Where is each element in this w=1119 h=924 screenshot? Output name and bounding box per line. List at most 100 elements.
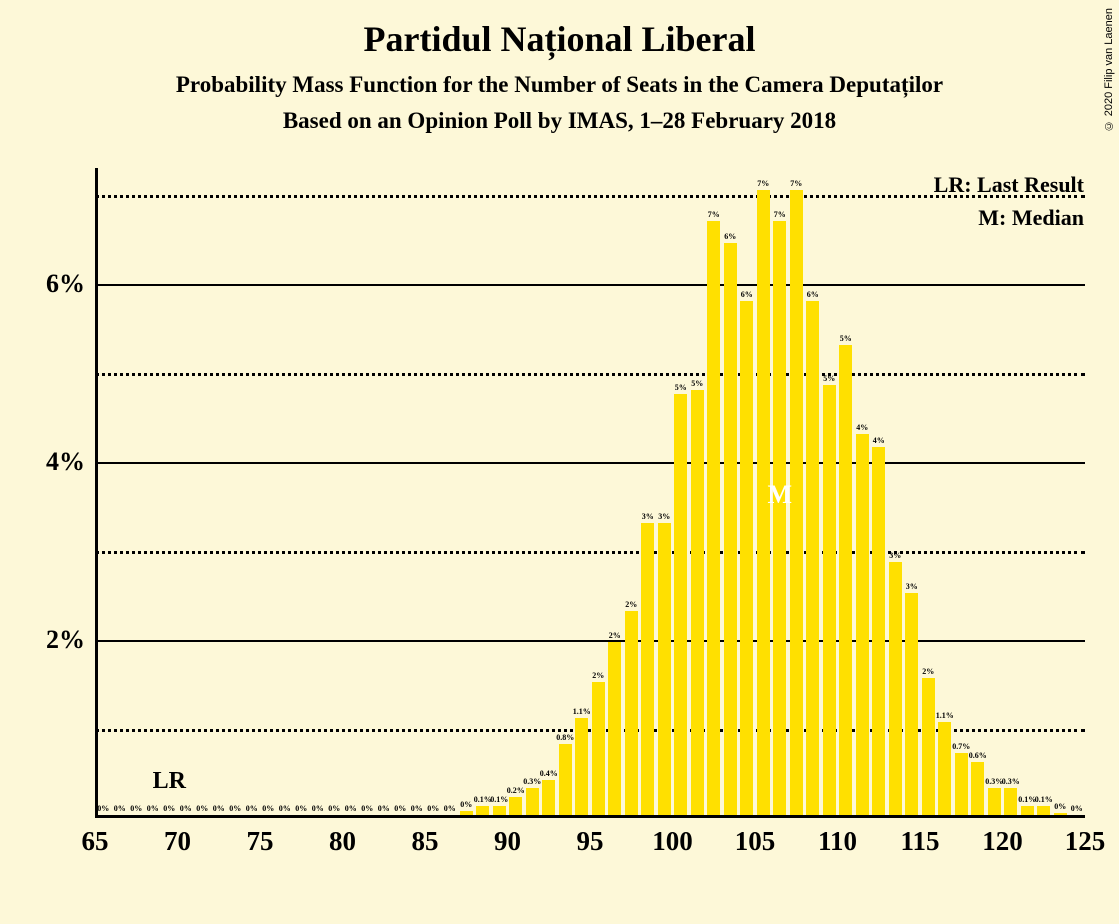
bar: 1.1% [575,718,588,815]
bar-value-label: 0.3% [1002,777,1020,786]
bar: 0.1% [1021,806,1034,815]
bar-value-label: 0% [279,804,291,813]
bar-value-label: 0% [130,804,142,813]
bar-value-label: 0% [163,804,175,813]
bar: 5% [674,394,687,815]
marker-median: M [767,480,792,510]
bar: 3% [658,523,671,815]
x-tick-label: 125 [1065,826,1106,857]
title-subtitle-1: Probability Mass Function for the Number… [0,72,1119,98]
bar-value-label: 7% [708,210,720,219]
y-tick-label: 4% [25,447,85,477]
bar-value-label: 5% [840,334,852,343]
x-tick-label: 80 [329,826,356,857]
bar-value-label: 0.1% [490,795,508,804]
x-tick-label: 120 [982,826,1023,857]
bar-value-label: 2% [625,600,637,609]
bar: 1.1% [938,722,951,815]
bar: 0.8% [559,744,572,815]
x-tick-label: 65 [82,826,109,857]
bar-value-label: 0% [196,804,208,813]
bar-value-label: 3% [906,582,918,591]
bar-value-label: 0% [147,804,159,813]
bar-value-label: 5% [691,379,703,388]
bar-value-label: 0% [411,804,423,813]
x-tick-label: 105 [735,826,776,857]
bar: 0.3% [988,788,1001,815]
bar: 4% [856,434,869,815]
title-subtitle-2: Based on an Opinion Poll by IMAS, 1–28 F… [0,108,1119,134]
bar-value-label: 6% [807,290,819,299]
plot-area: 0% 0% 0% 0% 0% 0% 0% 0% 0% 0% 0% 0% 0% 0% 0% 0% 0% 0% 0% 0%… [95,168,1085,818]
bar-value-label: 0% [394,804,406,813]
x-tick-label: 70 [164,826,191,857]
bar-value-label: 1.1% [936,711,954,720]
title-main: Partidul Național Liberal [0,18,1119,60]
bar-value-label: 0% [262,804,274,813]
bar-value-label: 3% [642,512,654,521]
bar: 6% [740,301,753,815]
bar-value-label: 0% [1054,802,1066,811]
bar: 2% [625,611,638,815]
bar-value-label: 0% [361,804,373,813]
bar-value-label: 0.7% [952,742,970,751]
bar-value-label: 0% [114,804,126,813]
bar-value-label: 0% [444,804,456,813]
bar-value-label: 0.3% [523,777,541,786]
bar: 7% [773,221,786,815]
bar-value-label: 0% [345,804,357,813]
bar-value-label: 0% [378,804,390,813]
bar: 5% [823,385,836,815]
bar: 0.3% [1004,788,1017,815]
bar-value-label: 0% [312,804,324,813]
bar-value-label: 0% [213,804,225,813]
bar-value-label: 6% [724,232,736,241]
x-tick-label: 110 [818,826,857,857]
bar: 0.1% [1037,806,1050,815]
bar: 2% [922,678,935,815]
bar: 2% [608,642,621,815]
bar-value-label: 6% [741,290,753,299]
bar-value-label: 2% [609,631,621,640]
x-tick-label: 115 [900,826,939,857]
marker-last-result: LR [153,768,186,795]
bar-value-label: 0.2% [507,786,525,795]
bar-value-label: 0% [1071,804,1083,813]
bar-value-label: 0% [328,804,340,813]
bar-value-label: 1.1% [573,707,591,716]
bar: 0.1% [476,806,489,815]
bar: 2% [592,682,605,815]
y-tick-label: 2% [25,625,85,655]
bar: 7% [707,221,720,815]
bar: 0.7% [955,753,968,815]
bar-value-label: 7% [774,210,786,219]
bar-value-label: 0% [97,804,109,813]
bar-value-label: 0% [246,804,258,813]
x-tick-label: 90 [494,826,521,857]
x-axis [95,815,1085,818]
bars-group: 0% 0% 0% 0% 0% 0% 0% 0% 0% 0% 0% 0% 0% 0% 0% 0% 0% 0% 0% 0%… [95,168,1085,815]
bar-value-label: 0% [180,804,192,813]
bar-value-label: 0.3% [985,777,1003,786]
bar: 6% [724,243,737,815]
bar: 5% [839,345,852,815]
bar-value-label: 0.6% [969,751,987,760]
bar-value-label: 2% [592,671,604,680]
bar-value-label: 7% [757,179,769,188]
bar-value-label: 0.1% [1035,795,1053,804]
x-tick-label: 85 [412,826,439,857]
bar: 0.3% [526,788,539,815]
chart-container: © 2020 Filip van Laenen Partidul Naționa… [0,0,1119,924]
bar-value-label: 0% [229,804,241,813]
bar: 3% [905,593,918,815]
bar-value-label: 5% [675,383,687,392]
bar-value-label: 0% [427,804,439,813]
x-tick-label: 100 [652,826,693,857]
y-tick-label: 6% [25,269,85,299]
bar-value-label: 4% [873,436,885,445]
x-tick-label: 75 [247,826,274,857]
bar-value-label: 0% [295,804,307,813]
bar: 3% [641,523,654,815]
bar: 6% [806,301,819,815]
y-axis [95,168,98,818]
